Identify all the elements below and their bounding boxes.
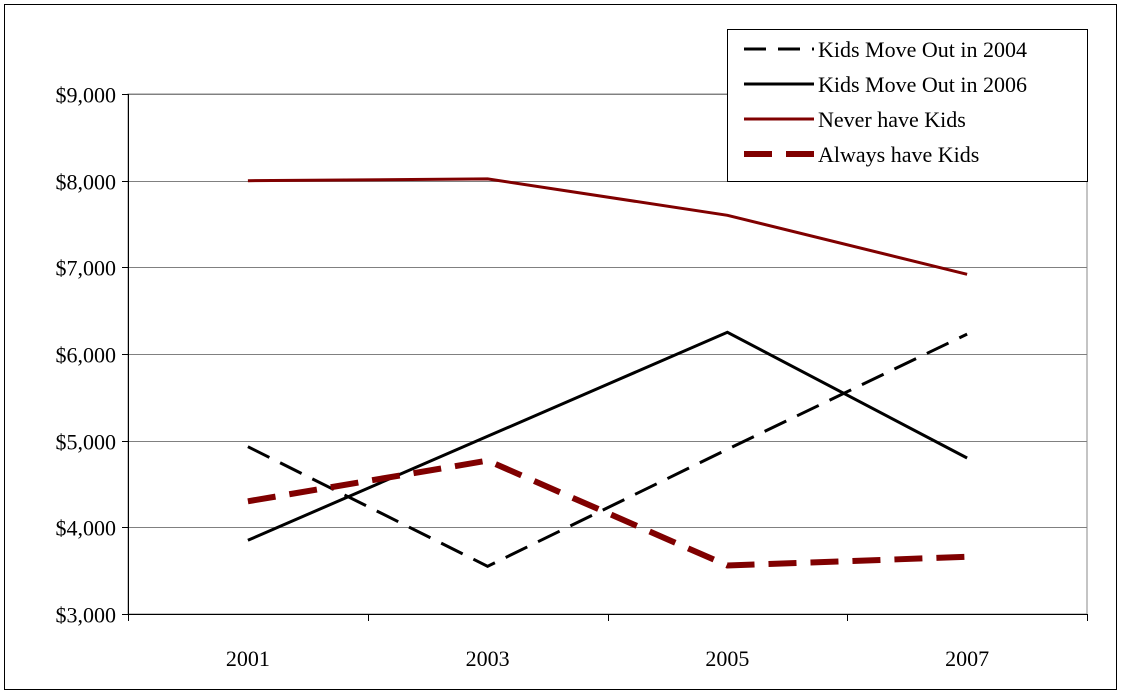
series-line [247,330,968,542]
legend-label: Kids Move Out in 2004 [818,37,1027,62]
y-tick-label: $6,000 [56,343,117,368]
x-axis-tick-labels: 2001 2003 2005 2007 [226,646,989,671]
axes [122,94,1088,621]
y-tick-label: $9,000 [56,83,117,108]
series-line [247,177,968,276]
x-tick-label: 2001 [226,646,270,671]
legend-label: Always have Kids [818,142,979,167]
legend-label: Kids Move Out in 2006 [818,72,1027,97]
x-tick-label: 2005 [705,646,749,671]
y-tick-label: $3,000 [56,603,117,628]
x-tick-label: 2007 [945,646,989,671]
y-tick-label: $8,000 [56,170,117,195]
legend-label: Never have Kids [818,107,966,132]
y-axis-tick-labels: $3,000 $4,000 $5,000 $6,000 $7,000 $8,000 $9,0… [56,83,117,628]
x-tick-label: 2003 [466,646,510,671]
series-line [247,332,968,568]
y-tick-label: $7,000 [56,256,117,281]
series-lines [247,177,968,569]
legend: Kids Move Out in 2004 Kids Move Out in 20… [727,29,1088,182]
y-tick-label: $5,000 [56,430,117,455]
y-tick-label: $4,000 [56,516,117,541]
